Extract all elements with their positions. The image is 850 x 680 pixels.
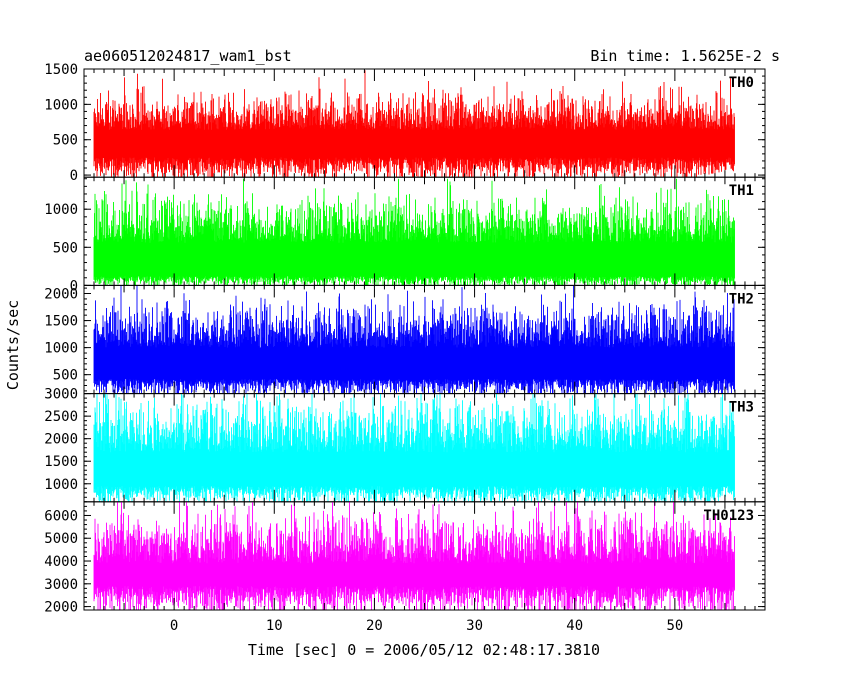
chart-title-left: ae060512024817_wam1_bst	[84, 47, 292, 65]
panels: 0 500 1000 1500 TH0 0 500 1000 TH1 500 1000 1500 200…	[44, 62, 766, 616]
series-th3	[93, 393, 735, 502]
x-tick-label: 10	[266, 618, 283, 634]
y-tick-label: 2000	[44, 287, 78, 303]
panel-label: TH3	[729, 400, 754, 416]
y-tick-label: 1500	[44, 314, 78, 330]
panel-label: TH2	[729, 291, 754, 307]
chart-title-right: Bin time: 1.5625E-2 s	[590, 47, 780, 65]
y-tick-label: 3000	[44, 577, 78, 593]
panel-th0123: 2000 3000 4000 5000 6000 TH0123	[44, 501, 766, 616]
y-tick-label: 0	[70, 278, 78, 294]
y-tick-label: 1000	[44, 341, 78, 357]
y-tick-label: 1000	[44, 202, 78, 218]
panel-th2: 500 1000 1500 2000 TH2	[44, 284, 766, 395]
y-tick-label: 4000	[44, 554, 78, 570]
y-tick-label: 2000	[44, 432, 78, 448]
y-tick-label: 500	[53, 240, 78, 256]
panel-th3: 1000 1500 2000 2500 3000 TH3	[44, 387, 766, 503]
series-th0	[93, 70, 735, 178]
y-tick-label: 1500	[44, 62, 78, 78]
panel-label: TH0123	[703, 508, 754, 524]
series-th2	[93, 285, 735, 394]
x-axis: 0 10 20 30 40 50	[170, 618, 683, 634]
y-axis-label: Counts/sec	[4, 300, 22, 390]
y-tick-label: 0	[70, 168, 78, 184]
panel-th1: 0 500 1000 TH1	[44, 176, 766, 294]
y-tick-label: 500	[53, 368, 78, 384]
x-axis-label: Time [sec] 0 = 2006/05/12 02:48:17.3810	[248, 641, 600, 659]
y-tick-label: 1000	[44, 477, 78, 493]
y-tick-label: 500	[53, 133, 78, 149]
y-tick-label: 2500	[44, 409, 78, 425]
x-tick-label: 40	[566, 618, 583, 634]
x-tick-label: 20	[366, 618, 383, 634]
y-tick-label: 1500	[44, 454, 78, 470]
x-tick-label: 50	[666, 618, 683, 634]
y-tick-label: 6000	[44, 508, 78, 524]
x-tick-label: 0	[170, 618, 178, 634]
y-tick-label: 2000	[44, 600, 78, 616]
panel-th0: 0 500 1000 1500 TH0	[44, 62, 766, 184]
y-tick-label: 5000	[44, 531, 78, 547]
series-th0123	[93, 501, 735, 610]
x-tick-label: 30	[466, 618, 483, 634]
panel-label: TH1	[729, 183, 754, 199]
y-tick-label: 3000	[44, 387, 78, 403]
y-tick-label: 1000	[44, 97, 78, 113]
panel-label: TH0	[729, 75, 754, 91]
series-th1	[93, 178, 735, 286]
